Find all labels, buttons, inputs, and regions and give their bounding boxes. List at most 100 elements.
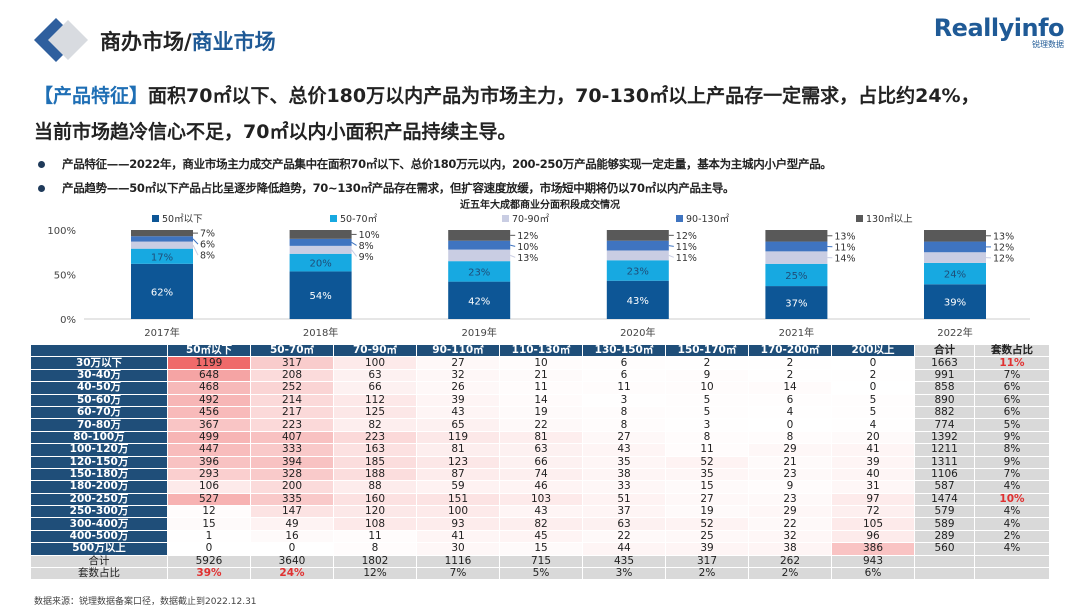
column-share: 39% xyxy=(167,567,251,581)
x-tick-label: 2020年 xyxy=(620,326,655,339)
table-row: 30-40万 648 208 63 32 21 6 9 2 2 991 7% xyxy=(30,368,1050,383)
data-label: 39% xyxy=(944,298,966,309)
column-total: 435 xyxy=(582,554,666,569)
bar-segment xyxy=(924,284,986,319)
row-label: 300-400万 xyxy=(30,517,168,531)
table-cell: 40 xyxy=(831,467,915,482)
table-cell: 32 xyxy=(416,368,500,383)
empty-cell xyxy=(914,554,975,569)
row-label: 180-200万 xyxy=(30,480,168,494)
table-cell: 44 xyxy=(582,542,666,556)
table-cell: 31 xyxy=(831,480,915,494)
label-leader-line xyxy=(192,244,199,256)
x-tick-label: 2022年 xyxy=(937,326,972,339)
table-cell: 3 xyxy=(582,393,666,407)
table-cell: 185 xyxy=(333,455,417,469)
headline-line2: 当前市场趋冷信心不足，70㎡以内小面积产品持续主导。 xyxy=(34,121,517,143)
data-label: 20% xyxy=(309,259,331,270)
table-cell: 394 xyxy=(250,455,334,469)
row-share: 6% xyxy=(974,381,1050,395)
data-label: 13% xyxy=(834,231,855,242)
table-cell: 87 xyxy=(416,467,500,482)
row-label: 60-70万 xyxy=(30,405,168,420)
data-label: 37% xyxy=(785,299,807,310)
legend-swatch xyxy=(152,215,159,222)
column-total: 317 xyxy=(665,554,749,569)
table-cell: 0 xyxy=(167,542,251,556)
table-cell: 8 xyxy=(582,418,666,432)
row-total: 579 xyxy=(914,505,975,519)
row-share: 4% xyxy=(974,480,1050,494)
data-label: 11% xyxy=(834,242,855,253)
legend-swatch xyxy=(502,215,509,222)
column-header: 70-90㎡ xyxy=(333,343,417,358)
table-cell: 1199 xyxy=(167,356,251,370)
headline-tag: 【产品特征】 xyxy=(34,85,149,107)
table-cell: 5 xyxy=(665,393,749,407)
data-label: 8% xyxy=(200,251,215,262)
table-cell: 200 xyxy=(250,480,334,494)
table-cell: 29 xyxy=(748,505,832,519)
bar-segment xyxy=(131,241,193,249)
table-row: 70-80万 367 223 82 65 22 8 3 0 4 774 5% xyxy=(30,418,1050,432)
table-cell: 468 xyxy=(167,381,251,395)
table-cell: 27 xyxy=(665,492,749,507)
table-cell: 39 xyxy=(416,393,500,407)
table-cell: 252 xyxy=(250,381,334,395)
table-cell: 33 xyxy=(582,480,666,494)
table-cell: 27 xyxy=(416,356,500,370)
table-cell: 407 xyxy=(250,430,334,445)
column-share: 24% xyxy=(250,567,334,581)
table-cell: 15 xyxy=(665,480,749,494)
row-share: 6% xyxy=(974,405,1050,420)
table-cell: 1 xyxy=(167,529,251,544)
table-cell: 105 xyxy=(831,517,915,531)
share-label: 套数占比 xyxy=(30,567,168,581)
row-label: 30万以下 xyxy=(30,356,168,370)
data-label: 13% xyxy=(993,231,1014,242)
table-cell: 123 xyxy=(416,455,500,469)
row-total: 991 xyxy=(914,368,975,383)
table-cell: 74 xyxy=(499,467,583,482)
table-cell: 5 xyxy=(665,405,749,420)
table-cell: 335 xyxy=(250,492,334,507)
data-label: 7% xyxy=(200,229,215,240)
legend-label: 70-90㎡ xyxy=(512,214,550,225)
column-header: 50㎡以下 xyxy=(167,343,251,358)
table-cell: 21 xyxy=(748,455,832,469)
column-total: 3640 xyxy=(250,554,334,569)
row-total: 1211 xyxy=(914,443,975,457)
y-tick-label: 50% xyxy=(54,271,76,282)
data-label: 54% xyxy=(309,291,331,302)
row-total: 1311 xyxy=(914,455,975,469)
table-cell: 119 xyxy=(416,430,500,445)
table-cell: 2 xyxy=(748,356,832,370)
table-cell: 527 xyxy=(167,492,251,507)
data-label: 25% xyxy=(785,271,807,282)
table-cell: 82 xyxy=(499,517,583,531)
table-cell: 0 xyxy=(831,381,915,395)
row-share: 4% xyxy=(974,517,1050,531)
data-label: 8% xyxy=(359,241,374,252)
table-cell: 52 xyxy=(665,455,749,469)
title-main: 商办市场/ xyxy=(100,30,192,54)
table-cell: 147 xyxy=(250,505,334,519)
bar-segment xyxy=(131,236,193,242)
legend-swatch xyxy=(330,215,337,222)
table-cell: 4 xyxy=(831,418,915,432)
chart-title: 近五年大成都商业分面积段成交情况 xyxy=(460,198,620,211)
table-cell: 35 xyxy=(582,455,666,469)
bar-segment xyxy=(924,252,986,263)
table-cell: 120 xyxy=(333,505,417,519)
label-leader-line xyxy=(192,238,199,245)
table-cell: 447 xyxy=(167,443,251,457)
table-cell: 2 xyxy=(665,356,749,370)
table-cell: 2 xyxy=(748,368,832,383)
table-row: 400-500万 1 16 11 41 45 22 25 32 96 289 2% xyxy=(30,529,1050,544)
column-total: 943 xyxy=(831,554,915,569)
row-total: 1663 xyxy=(914,356,975,370)
bar-segment xyxy=(606,260,669,281)
data-label: 6% xyxy=(200,240,215,251)
row-total: 1392 xyxy=(914,430,975,445)
column-header: 170-200㎡ xyxy=(748,343,832,358)
